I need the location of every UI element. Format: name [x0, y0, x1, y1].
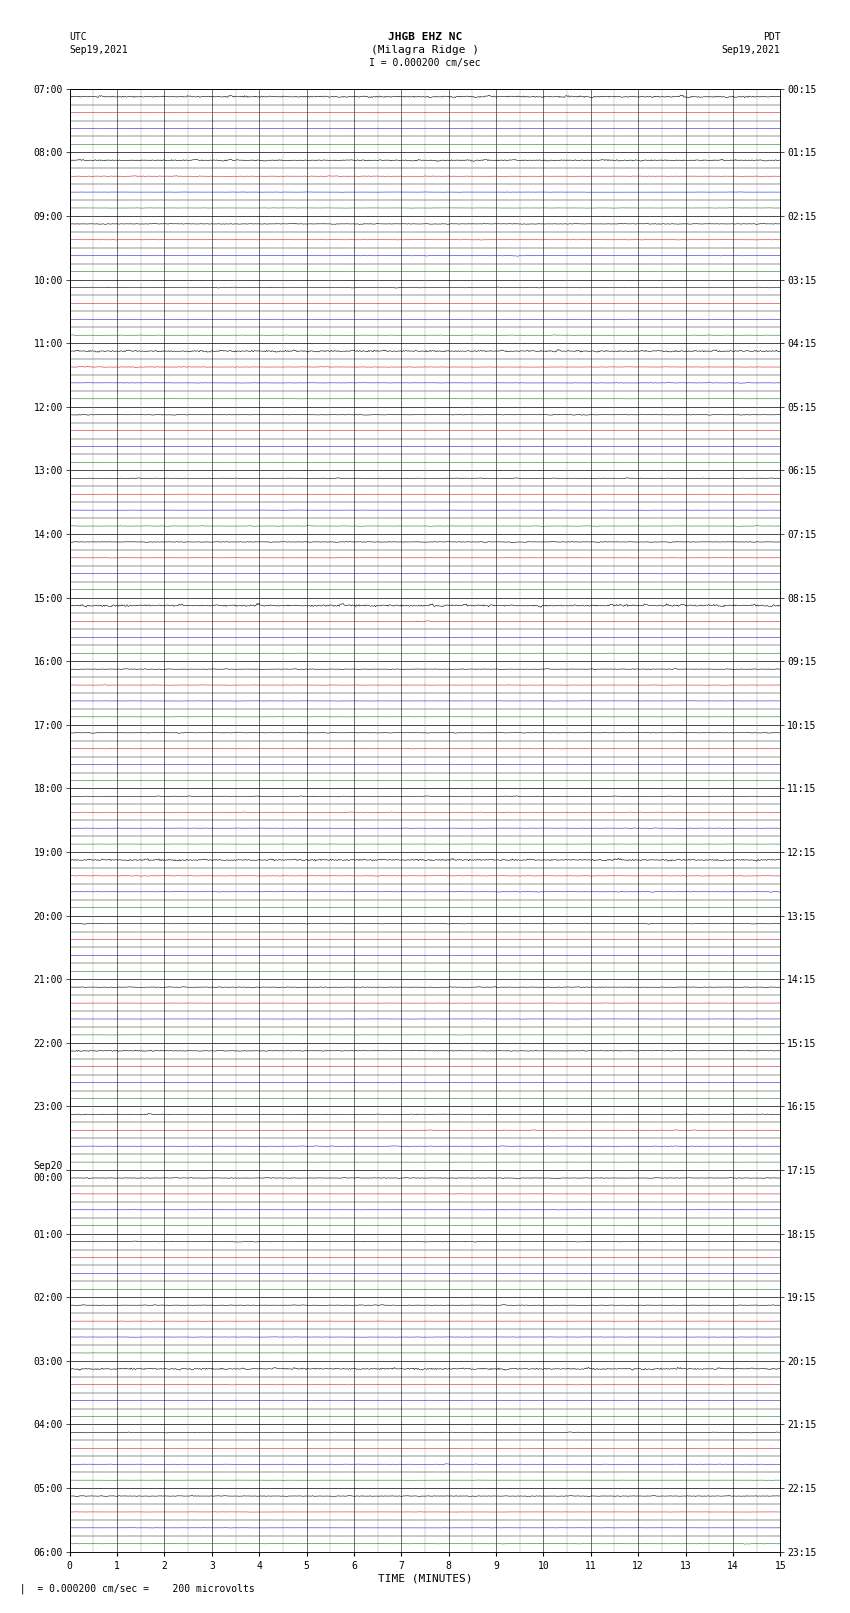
- Text: Sep19,2021: Sep19,2021: [70, 45, 128, 55]
- Text: (Milagra Ridge ): (Milagra Ridge ): [371, 45, 479, 55]
- Text: JHGB EHZ NC: JHGB EHZ NC: [388, 32, 462, 42]
- X-axis label: TIME (MINUTES): TIME (MINUTES): [377, 1574, 473, 1584]
- Text: UTC: UTC: [70, 32, 88, 42]
- Text: |  = 0.000200 cm/sec =    200 microvolts: | = 0.000200 cm/sec = 200 microvolts: [8, 1582, 255, 1594]
- Text: I = 0.000200 cm/sec: I = 0.000200 cm/sec: [369, 58, 481, 68]
- Text: Sep19,2021: Sep19,2021: [722, 45, 780, 55]
- Text: PDT: PDT: [762, 32, 780, 42]
